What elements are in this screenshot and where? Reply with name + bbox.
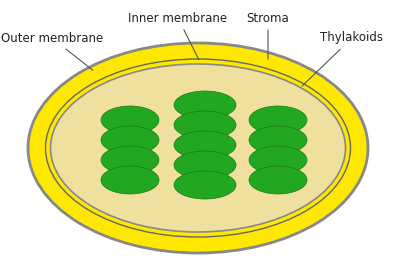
Ellipse shape (249, 126, 307, 154)
Ellipse shape (101, 126, 159, 154)
Text: Outer membrane: Outer membrane (1, 31, 103, 70)
Ellipse shape (174, 151, 236, 179)
Ellipse shape (249, 166, 307, 194)
Ellipse shape (101, 106, 159, 134)
Ellipse shape (249, 106, 307, 134)
Text: Thylakoids: Thylakoids (302, 31, 384, 86)
Ellipse shape (249, 146, 307, 174)
Ellipse shape (174, 131, 236, 159)
Ellipse shape (28, 43, 368, 253)
Ellipse shape (174, 111, 236, 139)
Ellipse shape (174, 171, 236, 199)
Ellipse shape (101, 166, 159, 194)
Ellipse shape (50, 64, 346, 232)
Ellipse shape (101, 146, 159, 174)
Text: Stroma: Stroma (247, 12, 289, 59)
Text: Inner membrane: Inner membrane (128, 12, 228, 59)
Ellipse shape (174, 91, 236, 119)
